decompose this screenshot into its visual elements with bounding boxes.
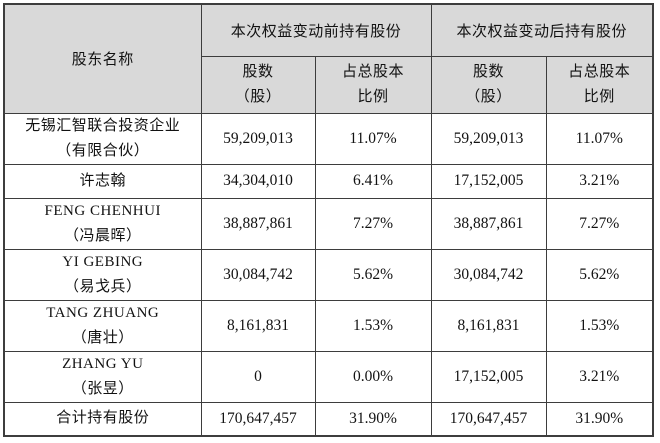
shareholder-name-line1: FENG CHENHUI (44, 202, 161, 219)
table-row: 许志翰 34,304,010 6.41% 17,152,005 3.21% (3, 163, 654, 199)
ratio-header-line2: 比例 (583, 88, 615, 105)
ratio-before: 11.07% (314, 112, 432, 165)
ratio-header-line2: 比例 (357, 88, 389, 105)
shares-header-line2: （股） (465, 88, 512, 105)
shares-before: 30,084,742 (200, 248, 316, 301)
shares-before: 8,161,831 (200, 299, 316, 352)
col-header-shares-before: 股数 （股） (200, 55, 316, 114)
shares-after: 17,152,005 (430, 163, 547, 199)
ratio-after: 3.21% (545, 163, 654, 199)
shareholder-name-line2: （易戈兵） (63, 278, 142, 295)
shareholder-name: FENG CHENHUI （冯晨晖） (3, 197, 202, 250)
shareholder-name-line2: （冯晨晖） (63, 227, 142, 244)
shareholder-name-line2: （唐壮） (71, 329, 134, 346)
shareholder-name: 无锡汇智联合投资企业 （有限合伙） (3, 112, 202, 165)
table-row: TANG ZHUANG （唐壮） 8,161,831 1.53% 8,161,8… (3, 299, 654, 352)
col-header-ratio-after: 占总股本 比例 (545, 55, 654, 114)
shares-after-total: 170,647,457 (430, 401, 547, 437)
ratio-before: 1.53% (314, 299, 432, 352)
shareholder-name: 许志翰 (3, 163, 202, 199)
shareholder-name: YI GEBING （易戈兵） (3, 248, 202, 301)
shareholder-name: TANG ZHUANG （唐壮） (3, 299, 202, 352)
table-row: ZHANG YU （张昱） 0 0.00% 17,152,005 3.21% (3, 350, 654, 403)
total-label: 合计持有股份 (3, 401, 202, 437)
shareholder-name-line1: 许志翰 (79, 172, 126, 189)
shareholder-name-line1: YI GEBING (62, 253, 144, 270)
shareholder-name-line1: 无锡汇智联合投资企业 (25, 117, 181, 134)
ratio-header-line1: 占总股本 (568, 63, 631, 80)
shares-after: 59,209,013 (430, 112, 547, 165)
ratio-before: 5.62% (314, 248, 432, 301)
ratio-after: 11.07% (545, 112, 654, 165)
shares-before: 38,887,861 (200, 197, 316, 250)
ratio-after: 5.62% (545, 248, 654, 301)
table-row-total: 合计持有股份 170,647,457 31.90% 170,647,457 31… (3, 401, 654, 437)
shareholder-name-line1: TANG ZHUANG (46, 304, 160, 321)
total-label-text: 合计持有股份 (56, 410, 150, 427)
ratio-before-total: 31.90% (314, 401, 432, 437)
ratio-after-total: 31.90% (545, 401, 654, 437)
table-row: FENG CHENHUI （冯晨晖） 38,887,861 7.27% 38,8… (3, 197, 654, 250)
shares-after: 8,161,831 (430, 299, 547, 352)
shares-before-total: 170,647,457 (200, 401, 316, 437)
ratio-after: 1.53% (545, 299, 654, 352)
col-header-ratio-before: 占总股本 比例 (314, 55, 432, 114)
ratio-header-line1: 占总股本 (342, 63, 405, 80)
shareholder-name: ZHANG YU （张昱） (3, 350, 202, 403)
shares-after: 38,887,861 (430, 197, 547, 250)
shares-header-line1: 股数 (473, 63, 505, 80)
shares-header-line1: 股数 (242, 63, 274, 80)
shares-before: 0 (200, 350, 316, 403)
table-row: 无锡汇智联合投资企业 （有限合伙） 59,209,013 11.07% 59,2… (3, 112, 654, 165)
shares-after: 17,152,005 (430, 350, 547, 403)
header-row-sub: 股数 （股） 占总股本 比例 股数 （股） 占总股本 比例 (4, 55, 654, 114)
ratio-after: 3.21% (545, 350, 654, 403)
shares-header-line2: （股） (234, 88, 282, 105)
table-row: YI GEBING （易戈兵） 30,084,742 5.62% 30,084,… (3, 248, 654, 301)
header-row-groups: 股东名称 本次权益变动前持有股份 本次权益变动后持有股份 (3, 3, 654, 114)
col-group-before-change: 本次权益变动前持有股份 (200, 3, 432, 57)
shareholder-name-line1: ZHANG YU (62, 355, 144, 372)
shareholder-name-line2: （有限合伙） (56, 142, 150, 159)
col-header-shareholder: 股东名称 (3, 3, 202, 114)
shares-before: 34,304,010 (200, 163, 316, 199)
ratio-before: 6.41% (314, 163, 432, 199)
ratio-after: 7.27% (545, 197, 654, 250)
shares-before: 59,209,013 (200, 112, 316, 165)
shareholding-change-table: 股东名称 本次权益变动前持有股份 本次权益变动后持有股份 股数 （股） 占总股本… (3, 3, 655, 437)
shareholder-name-line2: （张昱） (71, 380, 134, 397)
ratio-before: 7.27% (314, 197, 432, 250)
ratio-before: 0.00% (314, 350, 432, 403)
shares-after: 30,084,742 (430, 248, 547, 301)
col-group-after-change: 本次权益变动后持有股份 (430, 3, 654, 57)
col-header-shares-after: 股数 （股） (430, 55, 547, 114)
